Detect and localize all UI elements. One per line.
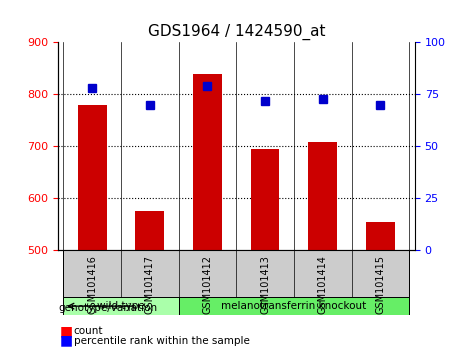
Bar — [193, 74, 222, 250]
Bar — [251, 149, 279, 250]
Bar — [78, 105, 106, 250]
Bar — [308, 142, 337, 250]
Text: count: count — [74, 326, 103, 336]
FancyBboxPatch shape — [64, 250, 409, 297]
Text: GSM101416: GSM101416 — [87, 255, 97, 314]
Text: GSM101412: GSM101412 — [202, 255, 213, 314]
Text: melanotransferrin knockout: melanotransferrin knockout — [221, 301, 366, 311]
Text: GSM101414: GSM101414 — [318, 255, 328, 314]
Bar — [366, 222, 395, 250]
Text: GSM101413: GSM101413 — [260, 255, 270, 314]
Text: GSM101415: GSM101415 — [375, 255, 385, 314]
Text: GSM101417: GSM101417 — [145, 255, 155, 314]
FancyBboxPatch shape — [179, 297, 409, 315]
Text: ■: ■ — [60, 324, 73, 338]
Bar — [136, 211, 164, 250]
FancyBboxPatch shape — [64, 297, 179, 315]
Text: wild type: wild type — [97, 301, 145, 311]
Title: GDS1964 / 1424590_at: GDS1964 / 1424590_at — [148, 23, 325, 40]
Text: ■: ■ — [60, 333, 73, 348]
Text: percentile rank within the sample: percentile rank within the sample — [74, 336, 250, 346]
Text: genotype/variation: genotype/variation — [59, 303, 158, 313]
